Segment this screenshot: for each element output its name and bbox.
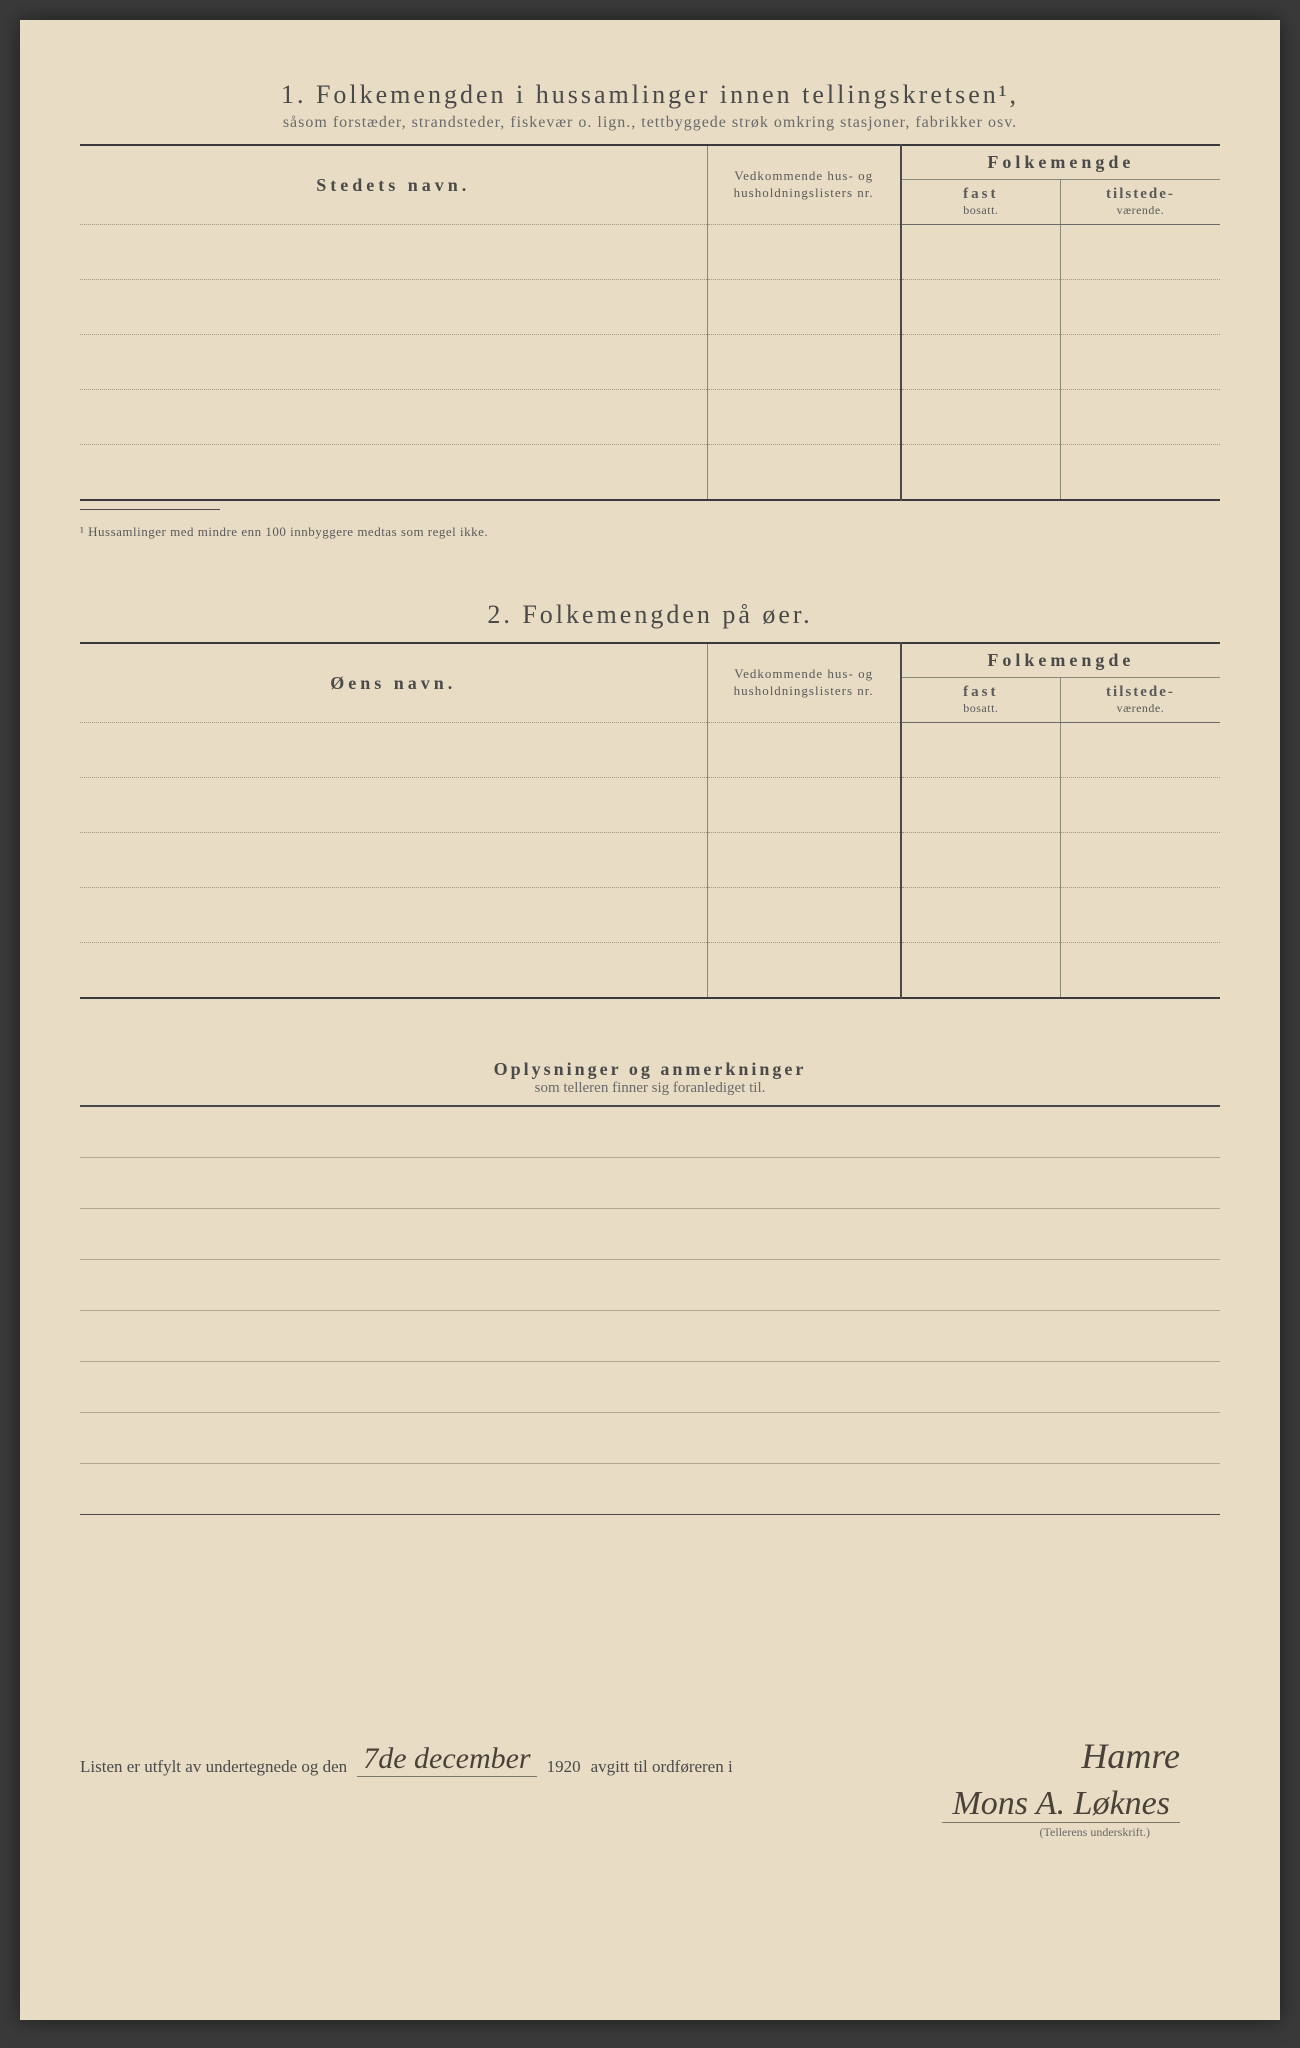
signature-place: Hamre [1081,1735,1220,1777]
signature-prefix: Listen er utfylt av undertegnede og den [80,1757,347,1777]
col-tilstede: tilstede- værende. [1060,180,1220,225]
table-row [80,723,1220,778]
signature-name: Mons A. Løknes [942,1785,1180,1823]
table-row [80,225,1220,280]
signature-date: 7de december [357,1742,536,1777]
signature-year: 1920 [547,1757,581,1777]
col-fast: fast bosatt. [901,180,1061,225]
signature-block: Listen er utfylt av undertegnede og den … [80,1735,1220,1777]
remarks-lines [80,1105,1220,1515]
section1-title: 1. Folkemengden i hussamlinger innen tel… [80,80,1220,110]
signature-caption: (Tellerens underskrift.) [80,1825,1220,1840]
table-row [80,888,1220,943]
footnote-rule [80,509,220,510]
table-row [80,943,1220,999]
table-row [80,778,1220,833]
remarks-subtitle: som telleren finner sig foranlediget til… [80,1080,1220,1097]
col-fast-2: fast bosatt. [901,678,1061,723]
table-row [80,445,1220,501]
col-folkemengde-2: Folkemengde [901,643,1220,678]
table-row [80,390,1220,445]
section2-title: 2. Folkemengden på øer. [80,600,1220,630]
col-lists-2: Vedkommende hus- og husholdningslisters … [707,643,901,723]
signature-name-line: Mons A. Løknes [80,1785,1220,1823]
col-tilstede-2: tilstede- værende. [1060,678,1220,723]
col-lists: Vedkommende hus- og husholdningslisters … [707,145,901,225]
table-row [80,335,1220,390]
table-hussamlinger: Stedets navn. Vedkommende hus- og hushol… [80,144,1220,501]
table-row [80,833,1220,888]
document-page: 1. Folkemengden i hussamlinger innen tel… [20,20,1280,2020]
table-oer: Øens navn. Vedkommende hus- og husholdni… [80,642,1220,999]
remarks-title: Oplysninger og anmerkninger [80,1059,1220,1080]
section1-subtitle: såsom forstæder, strandsteder, fiskevær … [80,114,1220,132]
col-folkemengde: Folkemengde [901,145,1220,180]
section1-footnote: ¹ Hussamlinger med mindre enn 100 innbyg… [80,524,1220,540]
col-stedets-navn: Stedets navn. [80,145,707,225]
signature-mid: avgitt til ordføreren i [591,1757,733,1777]
table-row [80,280,1220,335]
col-oens-navn: Øens navn. [80,643,707,723]
